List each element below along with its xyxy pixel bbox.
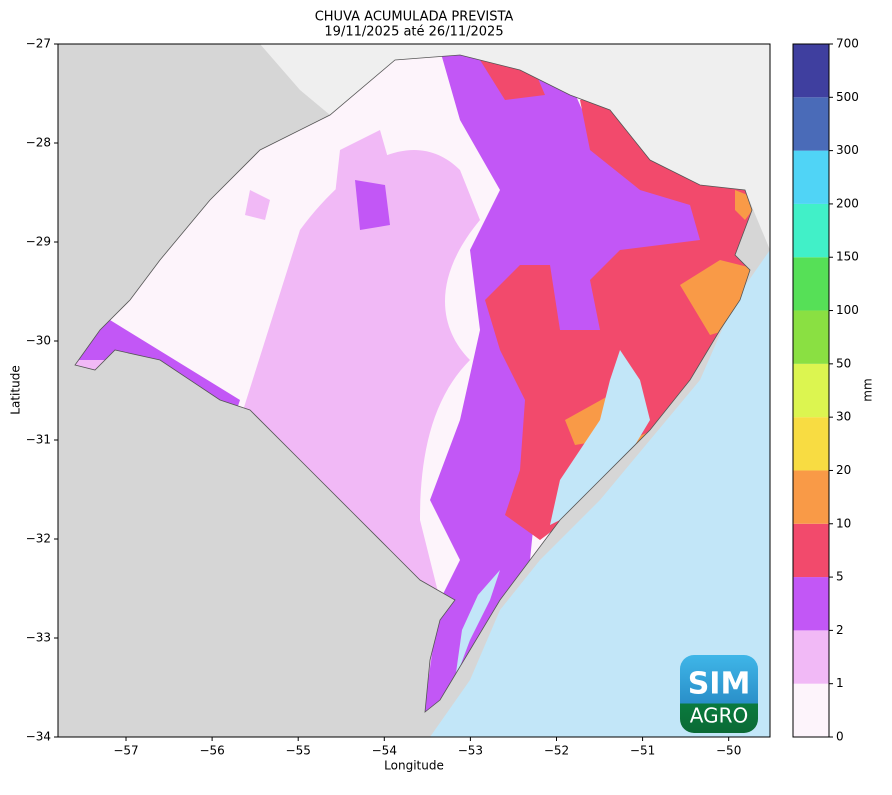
y-axis-label: Latitude bbox=[9, 365, 23, 414]
colorbar-bin bbox=[793, 150, 829, 204]
y-tick-label: −33 bbox=[26, 631, 51, 645]
y-tick-label: −28 bbox=[26, 136, 51, 150]
x-tick-label: −53 bbox=[458, 744, 483, 758]
colorbar-bin bbox=[793, 523, 829, 578]
colorbar-tick-label: 700 bbox=[836, 37, 859, 51]
map: SIM AGRO bbox=[58, 44, 770, 737]
colorbar-frame bbox=[792, 43, 830, 738]
x-tick-label: −54 bbox=[372, 744, 397, 758]
colorbar-bin bbox=[793, 577, 829, 631]
x-tick-label: −55 bbox=[286, 744, 311, 758]
colorbar-bin bbox=[793, 203, 829, 258]
colorbar-bin bbox=[793, 97, 829, 151]
y-tick-label: −31 bbox=[26, 433, 51, 447]
x-tick-label: −51 bbox=[630, 744, 655, 758]
colorbar-tick-label: 150 bbox=[836, 250, 859, 264]
colorbar-tick-label: 5 bbox=[836, 570, 844, 584]
x-tick-label: −57 bbox=[113, 744, 138, 758]
subtitle: 19/11/2025 até 26/11/2025 bbox=[324, 25, 503, 40]
colorbar-tick-label: 100 bbox=[836, 303, 859, 317]
lagoon bbox=[455, 570, 500, 680]
colorbar-tick-label: 200 bbox=[836, 196, 859, 210]
colorbar-bin bbox=[793, 630, 829, 684]
y-tick-label: −34 bbox=[26, 730, 51, 744]
neighbor-state bbox=[260, 44, 770, 250]
lagoon bbox=[550, 350, 650, 525]
title: CHUVA ACUMULADA PREVISTA bbox=[315, 10, 514, 25]
colorbar-bin bbox=[793, 683, 829, 737]
y-tick-label: −29 bbox=[26, 235, 51, 249]
y-tick-label: −27 bbox=[26, 37, 51, 51]
colorbar-bin bbox=[793, 310, 829, 364]
state-border bbox=[74, 54, 753, 713]
colorbar-tick-label: 0 bbox=[836, 730, 844, 744]
x-axis-label: Longitude bbox=[384, 759, 444, 773]
x-tick-label: −52 bbox=[544, 744, 569, 758]
colorbar-bin bbox=[793, 44, 829, 98]
x-tick-label: −56 bbox=[199, 744, 224, 758]
colorbar-bin bbox=[793, 257, 829, 311]
colorbar-bin bbox=[793, 417, 829, 471]
colorbar-label: mm bbox=[861, 378, 875, 401]
logo-text: SIM bbox=[688, 667, 751, 702]
colorbar-tick-label: 300 bbox=[836, 143, 859, 157]
rain-zone bbox=[75, 55, 720, 712]
colorbar-bin bbox=[793, 470, 829, 524]
colorbar-tick-label: 10 bbox=[836, 516, 851, 530]
colorbar-tick-label: 50 bbox=[836, 356, 851, 370]
x-tick-label: −50 bbox=[716, 744, 741, 758]
colorbar-tick-label: 30 bbox=[836, 410, 851, 424]
logo-text: AGRO bbox=[690, 704, 748, 728]
y-tick-label: −32 bbox=[26, 532, 51, 546]
colorbar-tick-label: 1 bbox=[836, 676, 844, 690]
y-tick-label: −30 bbox=[26, 334, 51, 348]
logo bbox=[680, 655, 758, 733]
plot-frame bbox=[57, 43, 771, 738]
colorbar-tick-label: 2 bbox=[836, 623, 844, 637]
colorbar-tick-label: 500 bbox=[836, 90, 859, 104]
colorbar-tick-label: 20 bbox=[836, 463, 851, 477]
colorbar-bin bbox=[793, 363, 829, 418]
ocean bbox=[430, 250, 770, 737]
